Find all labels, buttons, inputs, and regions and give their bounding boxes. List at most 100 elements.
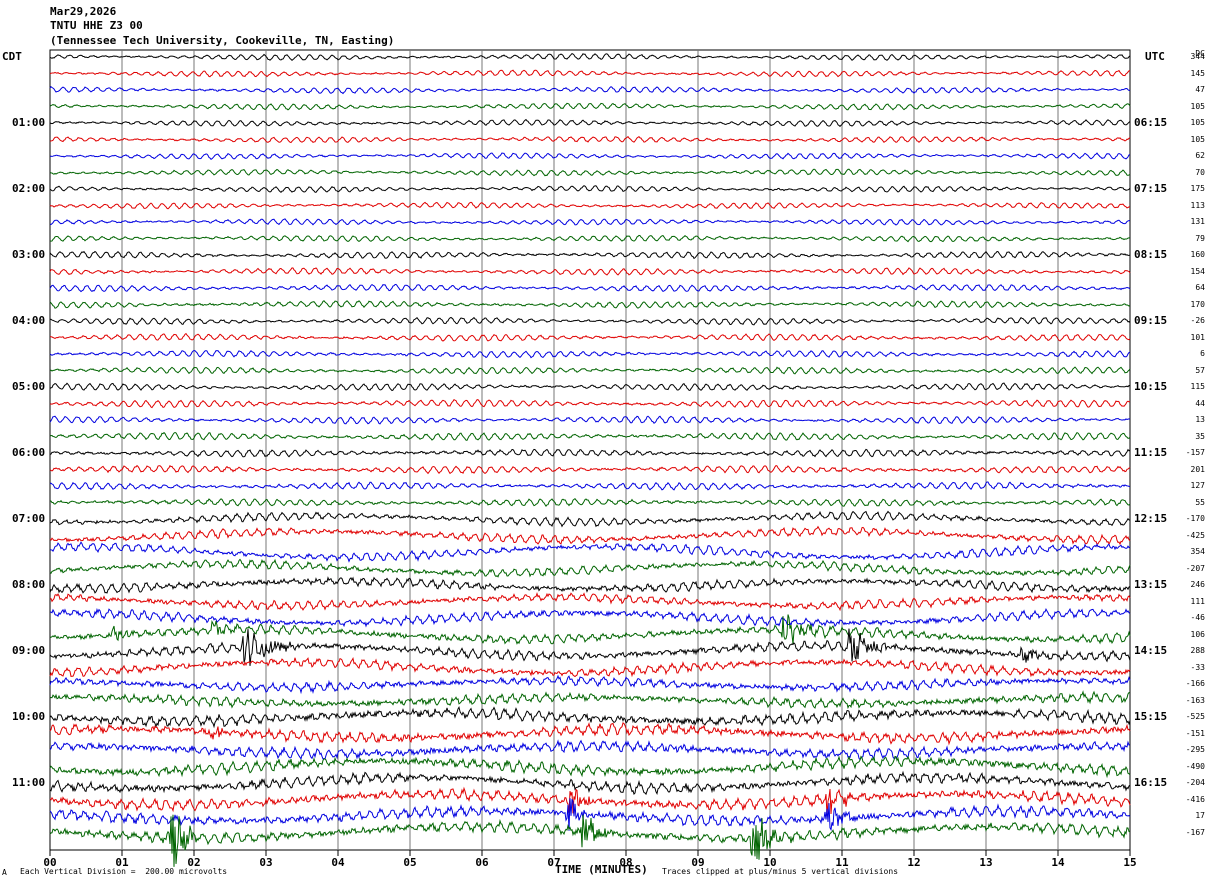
trace-line [49, 300, 1131, 309]
x-tick-label: 06 [475, 856, 489, 869]
cdt-hour-label: 04:00 [12, 314, 46, 327]
utc-hour-label: 09:15 [1134, 314, 1168, 327]
trace-line [49, 592, 1131, 612]
trace-line [49, 415, 1131, 425]
trace-line [49, 316, 1131, 326]
x-tick-label: 09 [691, 856, 704, 869]
trace-line [49, 614, 1131, 645]
utc-hour-label: 08:15 [1134, 248, 1168, 261]
trace-line [49, 705, 1131, 729]
trace-line [49, 185, 1131, 193]
x-tick-label: 01 [115, 856, 129, 869]
dc-title: DC [1195, 49, 1205, 58]
trace-line [49, 464, 1131, 475]
utc-hour-label: 14:15 [1134, 644, 1168, 657]
dc-offset-value: 35 [1195, 431, 1205, 441]
utc-hour-label: 07:15 [1134, 182, 1168, 195]
trace-line [49, 576, 1131, 594]
dc-offset-value: 13 [1195, 415, 1205, 424]
dc-offset-value: -416 [1185, 794, 1205, 804]
trace-line [49, 558, 1131, 578]
dc-offset-value: 201 [1190, 464, 1205, 474]
cdt-hour-label: 03:00 [12, 248, 46, 261]
trace-line [49, 267, 1131, 276]
dc-offset-value: 145 [1190, 68, 1205, 78]
trace-line [49, 798, 1131, 832]
dc-offset-value: -490 [1185, 761, 1205, 771]
x-tick-label: 03 [259, 856, 272, 869]
dc-offset-value: -166 [1185, 679, 1205, 688]
trace-line [49, 201, 1131, 210]
dc-offset-value: 55 [1195, 497, 1205, 507]
x-tick-label: 12 [907, 856, 920, 869]
dc-offset-value: 47 [1195, 85, 1205, 94]
dc-offset-value: -207 [1185, 563, 1205, 573]
trace-line [49, 85, 1131, 95]
trace-line [49, 118, 1131, 128]
trace-line [49, 431, 1131, 441]
dc-offset-value: 344 [1190, 52, 1205, 61]
x-tick-label: 13 [979, 856, 992, 869]
trace-line [49, 399, 1131, 409]
trace-line [49, 690, 1131, 710]
dc-offset-value: 17 [1195, 811, 1205, 820]
dc-offset-value: 57 [1195, 365, 1205, 375]
trace-line [49, 69, 1131, 78]
station-location: (Tennessee Tech University, Cookeville, … [50, 34, 395, 47]
dc-offset-value: -167 [1185, 827, 1205, 837]
trace-line [49, 755, 1131, 779]
dc-offset-value: -46 [1190, 613, 1205, 622]
trace-line [49, 607, 1131, 628]
trace-line [49, 722, 1131, 746]
plot-frame [49, 49, 1131, 851]
trace-line [50, 332, 1131, 342]
x-axis-label: TIME (MINUTES) [555, 863, 648, 876]
trace-line [49, 250, 1131, 260]
dc-offset-value: 115 [1190, 382, 1205, 391]
dc-offset-value: -170 [1185, 514, 1205, 523]
dc-offset-value: 105 [1190, 118, 1205, 127]
clip-note: Traces clipped at plus/minus 5 vertical … [662, 867, 899, 876]
scale-note: Each Vertical Division = 200.00 microvol… [20, 867, 228, 876]
dc-offset-value: 101 [1190, 332, 1205, 342]
dc-offset-value: 175 [1190, 184, 1205, 193]
trace-line [49, 448, 1131, 458]
dc-offset-value: -33 [1190, 662, 1205, 672]
cdt-hour-label: 07:00 [12, 512, 46, 525]
trace-line [49, 283, 1131, 293]
x-tick-label: 11 [835, 856, 849, 869]
dc-offset-value: 62 [1195, 151, 1205, 160]
trace-line [49, 234, 1131, 243]
trace-line [49, 814, 1130, 867]
dc-offset-value: 106 [1190, 629, 1205, 639]
x-tick-label: 04 [331, 856, 345, 869]
dc-offset-value: 44 [1195, 398, 1205, 408]
dc-offset-value: 127 [1190, 481, 1205, 490]
dc-offset-value: -26 [1190, 316, 1205, 325]
utc-hour-label: 11:15 [1134, 446, 1168, 459]
plot-date: Mar29,2026 [50, 5, 117, 18]
trace-line [49, 366, 1131, 375]
trace-line [49, 382, 1131, 392]
trace-line [49, 739, 1131, 761]
station-id: TNTU HHE Z3 00 [50, 19, 143, 32]
utc-hour-label: 16:15 [1134, 776, 1168, 789]
x-tick-label: 08 [619, 856, 632, 869]
trace-line [49, 510, 1131, 528]
dc-offset-value: -295 [1185, 745, 1205, 754]
dc-offset-value: 131 [1190, 217, 1205, 226]
dc-offset-value: 170 [1190, 299, 1205, 309]
trace-line [49, 674, 1131, 695]
dc-offset-value: 160 [1190, 250, 1205, 259]
trace-line [49, 628, 1131, 666]
dc-offset-value: 6 [1200, 349, 1205, 358]
cdt-hour-label: 09:00 [12, 644, 46, 657]
trace-line [49, 218, 1131, 226]
x-tick-label: 15 [1123, 856, 1136, 869]
dc-offset-value: 105 [1190, 134, 1205, 144]
cdt-hour-label: 01:00 [12, 116, 46, 129]
trace-line [49, 152, 1131, 160]
trace-line [49, 786, 1131, 816]
cdt-hour-label: 10:00 [12, 710, 46, 723]
dc-offset-value: 113 [1190, 200, 1205, 210]
